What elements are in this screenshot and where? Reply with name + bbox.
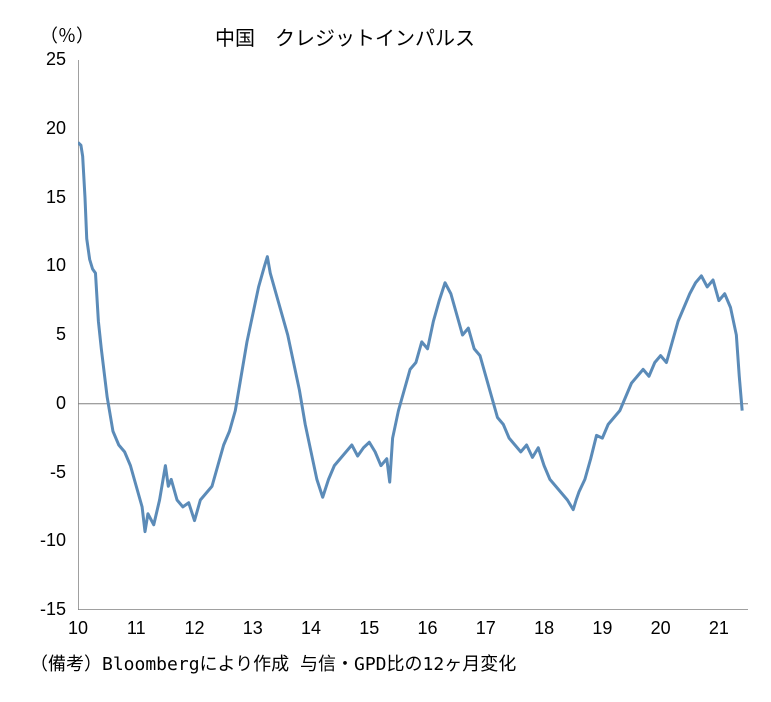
x-tick-label: 13 — [238, 618, 268, 639]
chart-title: 中国 クレジットインパルス — [215, 22, 475, 51]
y-tick-label: -15 — [0, 599, 66, 620]
x-tick-label: 12 — [180, 618, 210, 639]
chart-svg — [78, 60, 748, 610]
chart-footnote: （備考）Bloombergにより作成 与信・GPD比の12ヶ月変化 — [30, 650, 516, 676]
chart-container: （％） 中国 クレジットインパルス 25 20 15 10 5 0 -5 -10 -15 10 1… — [0, 0, 771, 702]
y-tick-label: 20 — [0, 118, 66, 139]
plot-area — [78, 60, 748, 610]
y-tick-label: 25 — [0, 49, 66, 70]
y-tick-label: 15 — [0, 187, 66, 208]
y-tick-label: -5 — [0, 462, 66, 483]
y-axis-unit-label: （％） — [40, 22, 94, 48]
x-tick-label: 10 — [63, 618, 93, 639]
x-tick-label: 18 — [529, 618, 559, 639]
x-tick-label: 21 — [704, 618, 734, 639]
x-tick-label: 17 — [471, 618, 501, 639]
x-tick-label: 16 — [413, 618, 443, 639]
x-tick-label: 11 — [121, 618, 151, 639]
data-line — [78, 143, 742, 532]
y-tick-label: 5 — [0, 324, 66, 345]
x-tick-label: 14 — [296, 618, 326, 639]
y-tick-label: -10 — [0, 530, 66, 551]
y-tick-label: 0 — [0, 393, 66, 414]
x-tick-label: 15 — [354, 618, 384, 639]
y-tick-label: 10 — [0, 255, 66, 276]
x-tick-label: 20 — [646, 618, 676, 639]
x-tick-label: 19 — [587, 618, 617, 639]
